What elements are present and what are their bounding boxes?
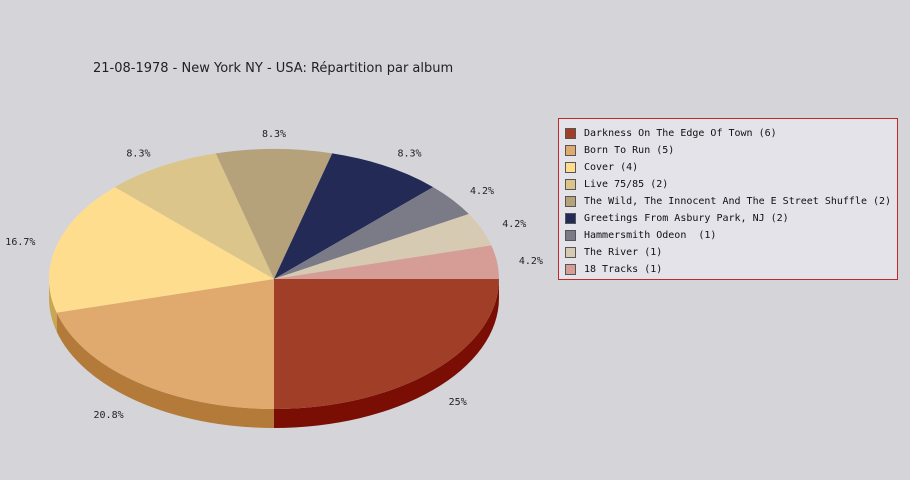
legend-item: Born To Run (5)	[565, 142, 897, 159]
pie-percent-label: 8.3%	[262, 129, 286, 140]
legend-label: Greetings From Asbury Park, NJ (2)	[584, 213, 789, 224]
legend-swatch	[565, 145, 576, 156]
legend-label: Born To Run (5)	[584, 145, 675, 156]
pie-tops	[49, 149, 499, 409]
legend-label: 18 Tracks (1)	[584, 264, 663, 275]
pie-slice	[274, 245, 499, 279]
legend-label: Cover (4)	[584, 162, 639, 173]
legend-swatch	[565, 162, 576, 173]
pie-percent-label: 20.8%	[94, 410, 124, 421]
legend-swatch	[565, 213, 576, 224]
pie-slice	[274, 153, 434, 279]
chart-title: 21-08-1978 - New York NY - USA: Répartit…	[93, 61, 454, 76]
pie-slice	[56, 279, 274, 409]
legend-item: Cover (4)	[565, 159, 897, 176]
pie-labels: 25% 20.8% 16.7% 8.3% 8.3% 8.3% 4.2% 4.2% 4.2%	[5, 129, 543, 421]
pie-slice-side	[56, 312, 274, 428]
legend-item: 18 Tracks (1)	[565, 261, 897, 278]
pie-slice-side	[49, 279, 57, 332]
pie-percent-label: 4.2%	[502, 219, 526, 230]
legend-swatch	[565, 230, 576, 241]
legend-label: Hammersmith Odeon (1)	[584, 230, 717, 241]
legend-label: The River (1)	[584, 247, 663, 258]
legend-item: The River (1)	[565, 244, 897, 261]
pie-percent-label: 25%	[449, 397, 467, 408]
legend-label: Darkness On The Edge Of Town (6)	[584, 128, 777, 139]
pie-percent-label: 8.3%	[126, 149, 150, 160]
legend: Darkness On The Edge Of Town (6) Born To …	[558, 118, 898, 280]
pie-slice	[114, 153, 275, 279]
legend-item: Live 75/85 (2)	[565, 176, 897, 193]
legend-swatch	[565, 128, 576, 139]
pie-percent-label: 4.2%	[519, 256, 543, 267]
legend-label: Live 75/85 (2)	[584, 179, 669, 190]
legend-swatch	[565, 196, 576, 207]
pie-slice	[274, 187, 469, 279]
pie-percent-label: 4.2%	[470, 186, 494, 197]
legend-item: Hammersmith Odeon (1)	[565, 227, 897, 244]
pie-slice	[49, 187, 274, 313]
pie-slice	[215, 149, 333, 279]
legend-item: The Wild, The Innocent And The E Street …	[565, 193, 897, 210]
legend-item: Darkness On The Edge Of Town (6)	[565, 125, 897, 142]
pie-percent-label: 16.7%	[5, 237, 35, 248]
pie-slice-side	[274, 279, 499, 428]
pie-percent-label: 8.3%	[398, 149, 422, 160]
legend-item: Greetings From Asbury Park, NJ (2)	[565, 210, 897, 227]
legend-swatch	[565, 179, 576, 190]
pie-slice	[274, 279, 499, 409]
legend-swatch	[565, 247, 576, 258]
legend-label: The Wild, The Innocent And The E Street …	[584, 196, 892, 207]
pie-sides	[49, 279, 499, 428]
pie-slice	[274, 214, 492, 279]
legend-swatch	[565, 264, 576, 275]
